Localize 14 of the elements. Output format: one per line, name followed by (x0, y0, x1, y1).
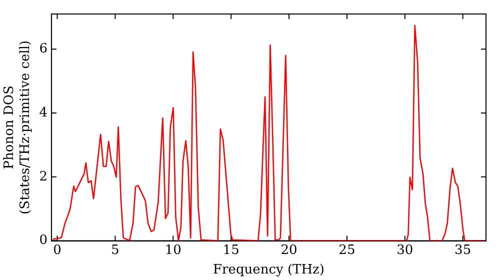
x-axis-title: Frequency (THz) (213, 262, 324, 278)
y-tick-label: 4 (39, 105, 48, 120)
x-tick-label: 30 (396, 242, 414, 258)
y-tick-label: 6 (39, 42, 48, 57)
y-tick-label: 2 (39, 169, 48, 184)
x-tick-label: 25 (338, 242, 356, 258)
x-tick-label: 10 (164, 242, 182, 258)
x-tick-label: 15 (222, 242, 240, 258)
y-axis-title: Phonon DOS (States/THz·primitive cell) (2, 40, 33, 214)
x-tick-label: 35 (454, 242, 472, 258)
x-tick-label: 5 (111, 242, 120, 258)
y-tick-label: 0 (39, 233, 48, 248)
x-tick-label: 20 (280, 242, 298, 258)
x-tick-label: 0 (53, 242, 62, 258)
